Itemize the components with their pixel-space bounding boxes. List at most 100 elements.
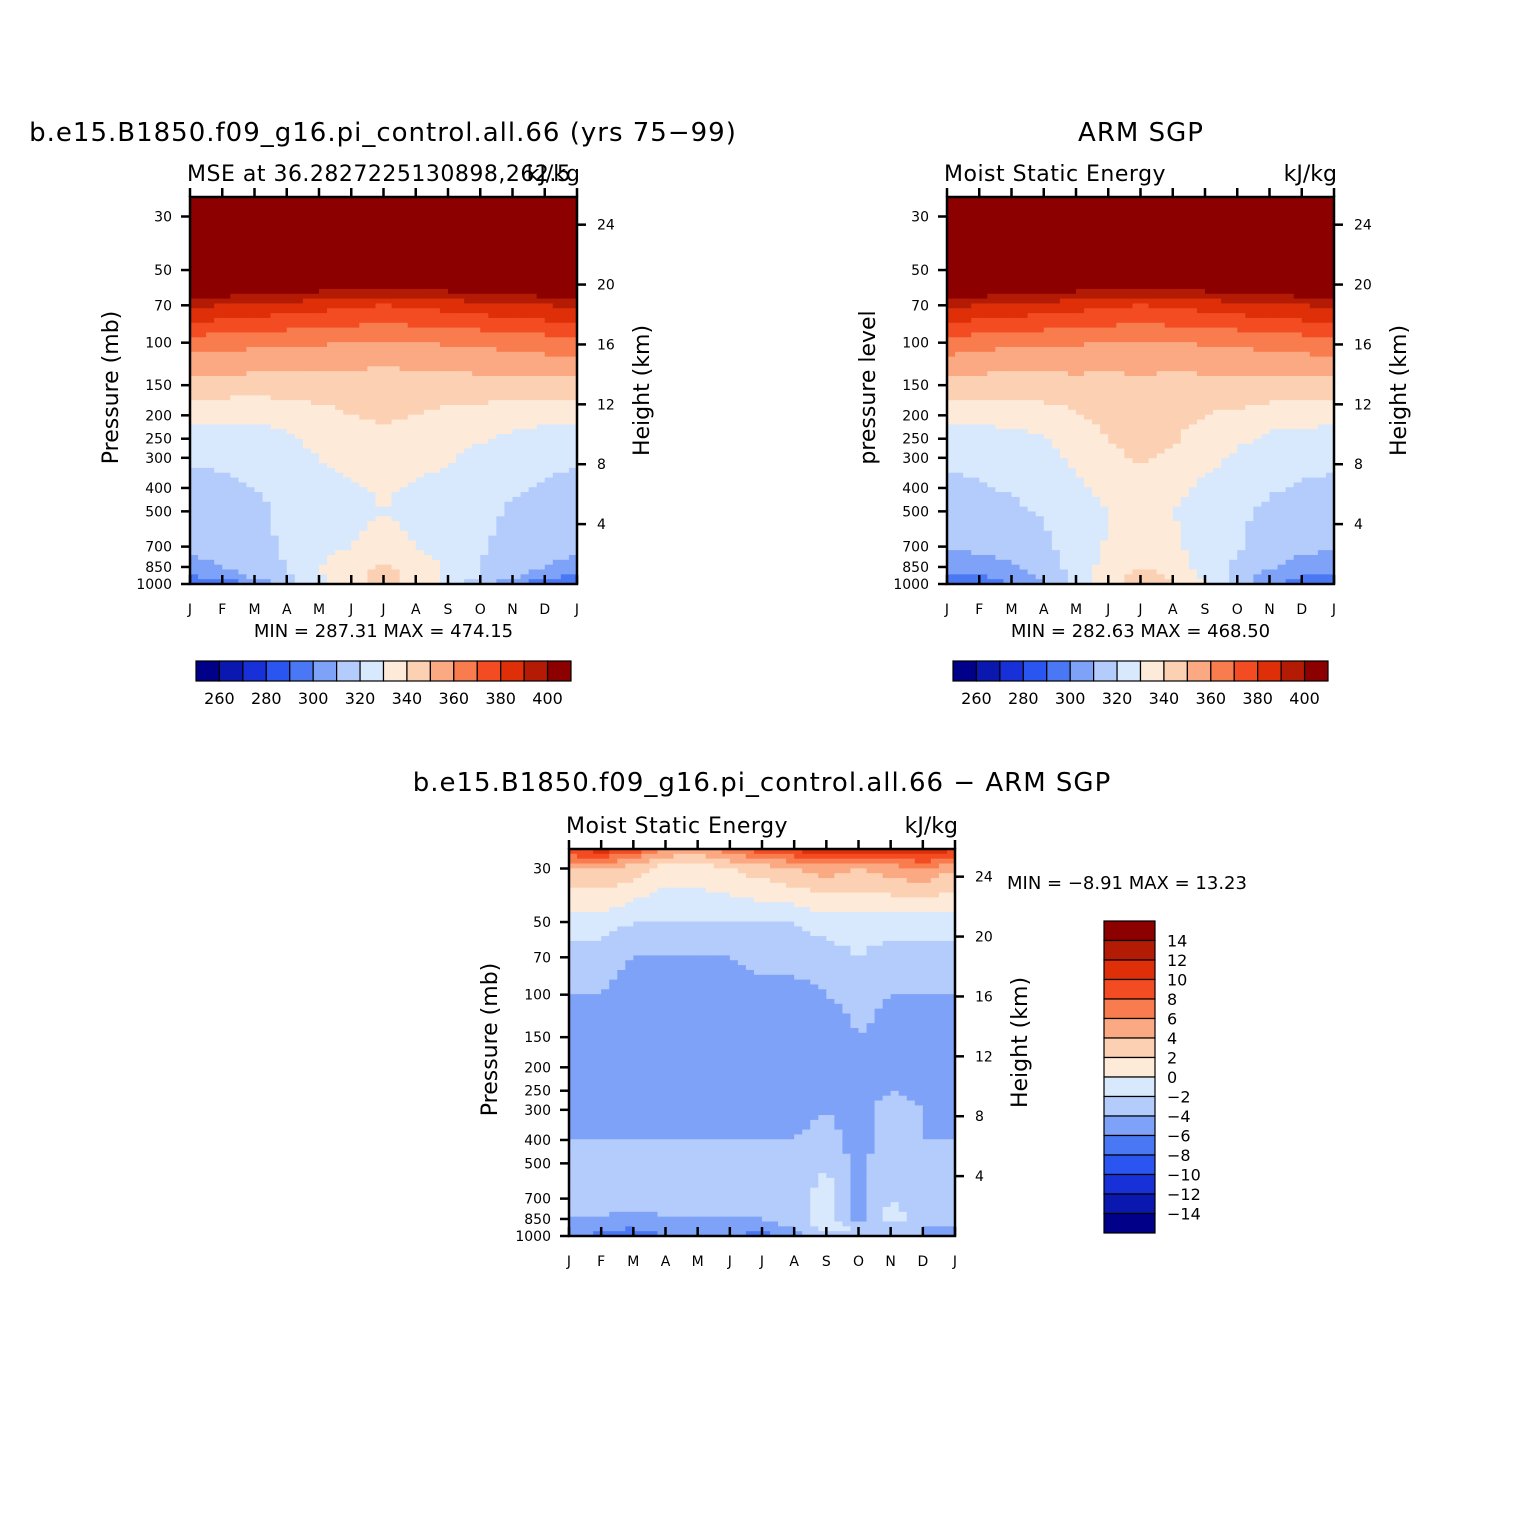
data-cell [488, 226, 497, 232]
data-cell [359, 371, 368, 377]
data-cell [512, 375, 522, 382]
data-cell [1213, 206, 1222, 213]
data-cell [302, 448, 312, 454]
data-cell [552, 201, 562, 208]
data-cell [1019, 288, 1029, 295]
data-cell [286, 327, 296, 334]
data-cell [206, 569, 215, 575]
data-cell [1108, 250, 1117, 256]
data-cell [528, 482, 538, 488]
data-cell [302, 574, 312, 580]
data-cell [544, 284, 554, 290]
data-cell [367, 361, 377, 367]
data-cell [415, 380, 425, 387]
data-cell [270, 284, 280, 290]
data-cell [1156, 197, 1166, 203]
data-cell [1180, 255, 1190, 261]
data-cell [496, 269, 506, 275]
data-cell [206, 313, 215, 319]
data-cell [262, 332, 272, 338]
data-cell [464, 279, 473, 285]
data-cell [568, 313, 577, 319]
data-cell [214, 356, 223, 363]
data-cell [270, 211, 280, 217]
data-cell [520, 564, 530, 571]
data-cell [302, 245, 312, 251]
data-cell [448, 487, 457, 493]
colorbar-swatch [265, 660, 291, 682]
data-cell [302, 525, 312, 532]
data-cell [415, 346, 425, 353]
data-cell [310, 477, 320, 484]
data-cell [383, 226, 393, 232]
data-cell [1051, 255, 1061, 261]
data-cell [391, 424, 401, 430]
data-cell [1213, 255, 1222, 261]
data-cell [246, 554, 256, 561]
data-cell [1229, 255, 1238, 261]
data-cell [214, 230, 223, 237]
data-cell [1229, 201, 1238, 208]
y-tick-label: 1000 [136, 577, 172, 593]
data-cell [544, 201, 554, 208]
data-cell [319, 308, 328, 314]
data-cell [214, 298, 223, 305]
data-cell [1221, 264, 1230, 271]
data-cell [1301, 240, 1311, 246]
data-cell [262, 395, 272, 401]
data-cell [359, 564, 368, 571]
data-cell [464, 226, 473, 232]
data-cell [480, 259, 489, 266]
data-cell [270, 405, 280, 411]
data-cell [1043, 288, 1053, 295]
data-cell [568, 453, 577, 459]
data-cell [383, 366, 393, 372]
data-cell [214, 579, 223, 584]
data-cell [439, 226, 449, 232]
data-cell [319, 390, 328, 396]
data-cell [544, 545, 554, 551]
data-cell [1100, 274, 1109, 280]
data-cell [230, 245, 239, 251]
data-cell [278, 308, 288, 314]
data-cell [1084, 197, 1093, 203]
data-cell [1059, 298, 1069, 305]
data-cell [222, 453, 231, 459]
data-cell [375, 201, 385, 208]
data-cell [230, 516, 239, 522]
data-cell [319, 516, 328, 522]
data-cell [1196, 274, 1206, 280]
data-cell [496, 438, 506, 445]
data-cell [238, 197, 248, 203]
data-cell [335, 274, 344, 280]
data-cell [399, 448, 409, 454]
data-cell [520, 361, 530, 367]
data-cell [270, 361, 280, 367]
data-cell [327, 298, 336, 305]
data-cell [302, 221, 312, 227]
data-cell [568, 535, 577, 542]
data-cell [198, 303, 207, 309]
data-cell [286, 443, 296, 450]
data-cell [246, 492, 256, 498]
data-cell [383, 221, 393, 227]
data-cell [278, 550, 288, 556]
data-cell [560, 496, 570, 503]
data-cell [544, 405, 554, 411]
data-cell [560, 259, 570, 266]
data-cell [496, 342, 506, 348]
data-cell [1301, 235, 1311, 242]
data-cell [375, 409, 385, 416]
data-cell [1213, 288, 1222, 295]
data-cell [1213, 245, 1222, 251]
data-cell [552, 554, 562, 561]
data-cell [407, 453, 417, 459]
data-cell [198, 298, 207, 305]
data-cell [407, 550, 417, 556]
data-cell [399, 293, 409, 300]
data-cell [439, 235, 449, 242]
data-cell [448, 530, 457, 537]
data-cell [488, 525, 497, 532]
data-cell [504, 501, 514, 508]
data-cell [1196, 255, 1206, 261]
